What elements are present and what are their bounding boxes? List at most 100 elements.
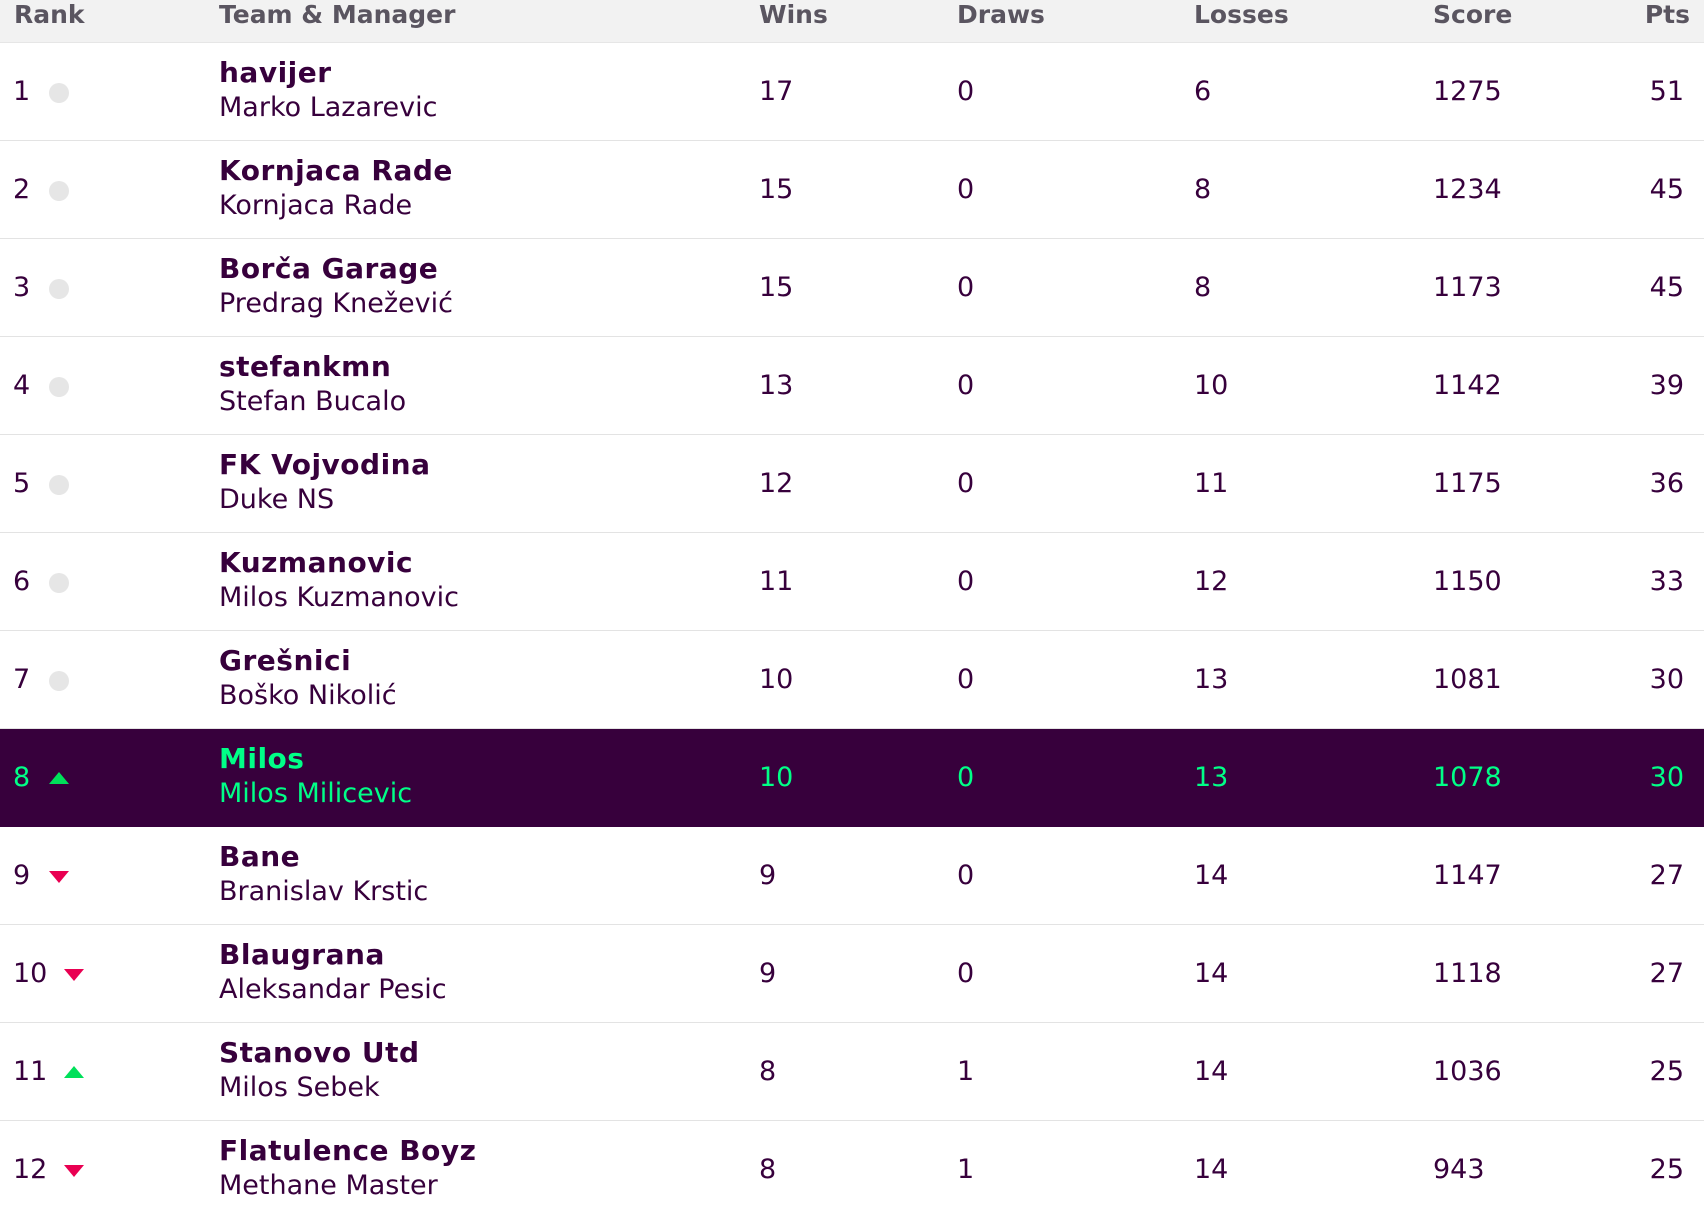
table-row[interactable]: 11 Stanovo Utd Milos Sebek 8 1 14 1036 25 [0,1023,1704,1121]
team-name-link[interactable]: Blaugrana [219,938,385,971]
points-value: 51 [1649,76,1684,107]
manager-name: Milos Sebek [219,1072,380,1103]
rank-down-icon [49,867,69,887]
rank-number: 11 [13,1056,48,1087]
losses-value: 6 [1194,76,1212,107]
rank-down-icon-shape [64,1165,84,1177]
table-row[interactable]: 3 Borča Garage Predrag Knežević 15 0 8 1173 45 [0,239,1704,337]
team-name-link[interactable]: havijer [219,56,332,89]
draws-value: 0 [957,762,975,793]
losses-value: 14 [1194,860,1229,891]
table-row[interactable]: 2 Kornjaca Rade Kornjaca Rade 15 0 8 1234 45 [0,141,1704,239]
points-value: 39 [1649,370,1684,401]
score-value: 1173 [1433,272,1502,303]
team-name-link[interactable]: Stanovo Utd [219,1036,420,1069]
score-value: 1118 [1433,958,1502,989]
team-name-link[interactable]: Milos [219,742,305,775]
rank-down-icon-shape [64,969,84,981]
rank-number: 2 [13,174,31,205]
losses-value: 8 [1194,272,1212,303]
table-row[interactable]: 1 havijer Marko Lazarevic 17 0 6 1275 51 [0,43,1704,141]
score-value: 1150 [1433,566,1502,597]
rank-up-icon-shape [64,1066,84,1078]
column-header-team-manager[interactable]: Team & Manager [219,0,456,29]
table-row[interactable]: 9 Bane Branislav Krstic 9 0 14 1147 27 [0,827,1704,925]
rank-down-icon-shape [49,871,69,883]
points-value: 30 [1649,664,1684,695]
team-name-link[interactable]: Kuzmanovic [219,546,414,579]
manager-name: Marko Lazarevic [219,92,438,123]
team-name-link[interactable]: Kornjaca Rade [219,154,453,187]
rank-same-icon [49,83,69,103]
column-header-pts[interactable]: Pts [1644,0,1690,29]
wins-value: 11 [759,566,794,597]
points-value: 45 [1649,272,1684,303]
rank-number: 9 [13,860,31,891]
team-name-link[interactable]: Grešnici [219,644,352,677]
losses-value: 14 [1194,1154,1229,1185]
rank-same-icon-shape [49,377,69,397]
column-header-wins[interactable]: Wins [759,0,828,29]
rank-down-icon [64,965,84,985]
table-body: 1 havijer Marko Lazarevic 17 0 6 1275 51 2 Kornja… [0,43,1704,1212]
manager-name: Duke NS [219,484,335,515]
manager-name: Milos Kuzmanovic [219,582,459,613]
draws-value: 0 [957,272,975,303]
points-value: 30 [1649,762,1684,793]
draws-value: 0 [957,174,975,205]
draws-value: 0 [957,958,975,989]
manager-name: Branislav Krstic [219,876,429,907]
losses-value: 13 [1194,664,1229,695]
rank-same-icon-shape [49,573,69,593]
losses-value: 12 [1194,566,1229,597]
wins-value: 10 [759,664,794,695]
team-name-link[interactable]: Flatulence Boyz [219,1134,477,1167]
wins-value: 15 [759,272,794,303]
manager-name: Kornjaca Rade [219,190,413,221]
table-row[interactable]: 5 FK Vojvodina Duke NS 12 0 11 1175 36 [0,435,1704,533]
column-header-score[interactable]: Score [1433,0,1513,29]
wins-value: 8 [759,1154,777,1185]
score-value: 1234 [1433,174,1502,205]
rank-same-icon-shape [49,83,69,103]
rank-number: 5 [13,468,31,499]
table-row[interactable]: 10 Blaugrana Aleksandar Pesic 9 0 14 1118 27 [0,925,1704,1023]
table-row[interactable]: 6 Kuzmanovic Milos Kuzmanovic 11 0 12 1150 33 [0,533,1704,631]
draws-value: 0 [957,370,975,401]
team-name-link[interactable]: FK Vojvodina [219,448,431,481]
points-value: 45 [1649,174,1684,205]
rank-number: 7 [13,664,31,695]
rank-same-icon-shape [49,279,69,299]
points-value: 33 [1649,566,1684,597]
table-row[interactable]: 4 stefankmn Stefan Bucalo 13 0 10 1142 39 [0,337,1704,435]
points-value: 27 [1649,860,1684,891]
wins-value: 9 [759,958,777,989]
team-name-link[interactable]: stefankmn [219,350,392,383]
wins-value: 9 [759,860,777,891]
rank-same-icon-shape [49,475,69,495]
score-value: 1147 [1433,860,1502,891]
draws-value: 0 [957,468,975,499]
score-value: 1036 [1433,1056,1502,1087]
table-row[interactable]: 7 Grešnici Boško Nikolić 10 0 13 1081 30 [0,631,1704,729]
column-header-rank[interactable]: Rank [14,0,85,29]
points-value: 25 [1649,1154,1684,1185]
team-name-link[interactable]: Borča Garage [219,252,439,285]
manager-name: Milos Milicevic [219,778,413,809]
points-value: 25 [1649,1056,1684,1087]
team-name-link[interactable]: Bane [219,840,301,873]
rank-same-icon [49,573,69,593]
wins-value: 10 [759,762,794,793]
table-row[interactable]: 12 Flatulence Boyz Methane Master 8 1 14 943 25 [0,1121,1704,1212]
draws-value: 0 [957,664,975,695]
rank-same-icon-shape [49,671,69,691]
column-header-draws[interactable]: Draws [957,0,1045,29]
rank-same-icon [49,181,69,201]
points-value: 36 [1649,468,1684,499]
table-row[interactable]: 8 Milos Milos Milicevic 10 0 13 1078 30 [0,729,1704,827]
draws-value: 0 [957,860,975,891]
rank-number: 8 [13,762,31,793]
wins-value: 15 [759,174,794,205]
column-header-losses[interactable]: Losses [1194,0,1289,29]
rank-number: 3 [13,272,31,303]
